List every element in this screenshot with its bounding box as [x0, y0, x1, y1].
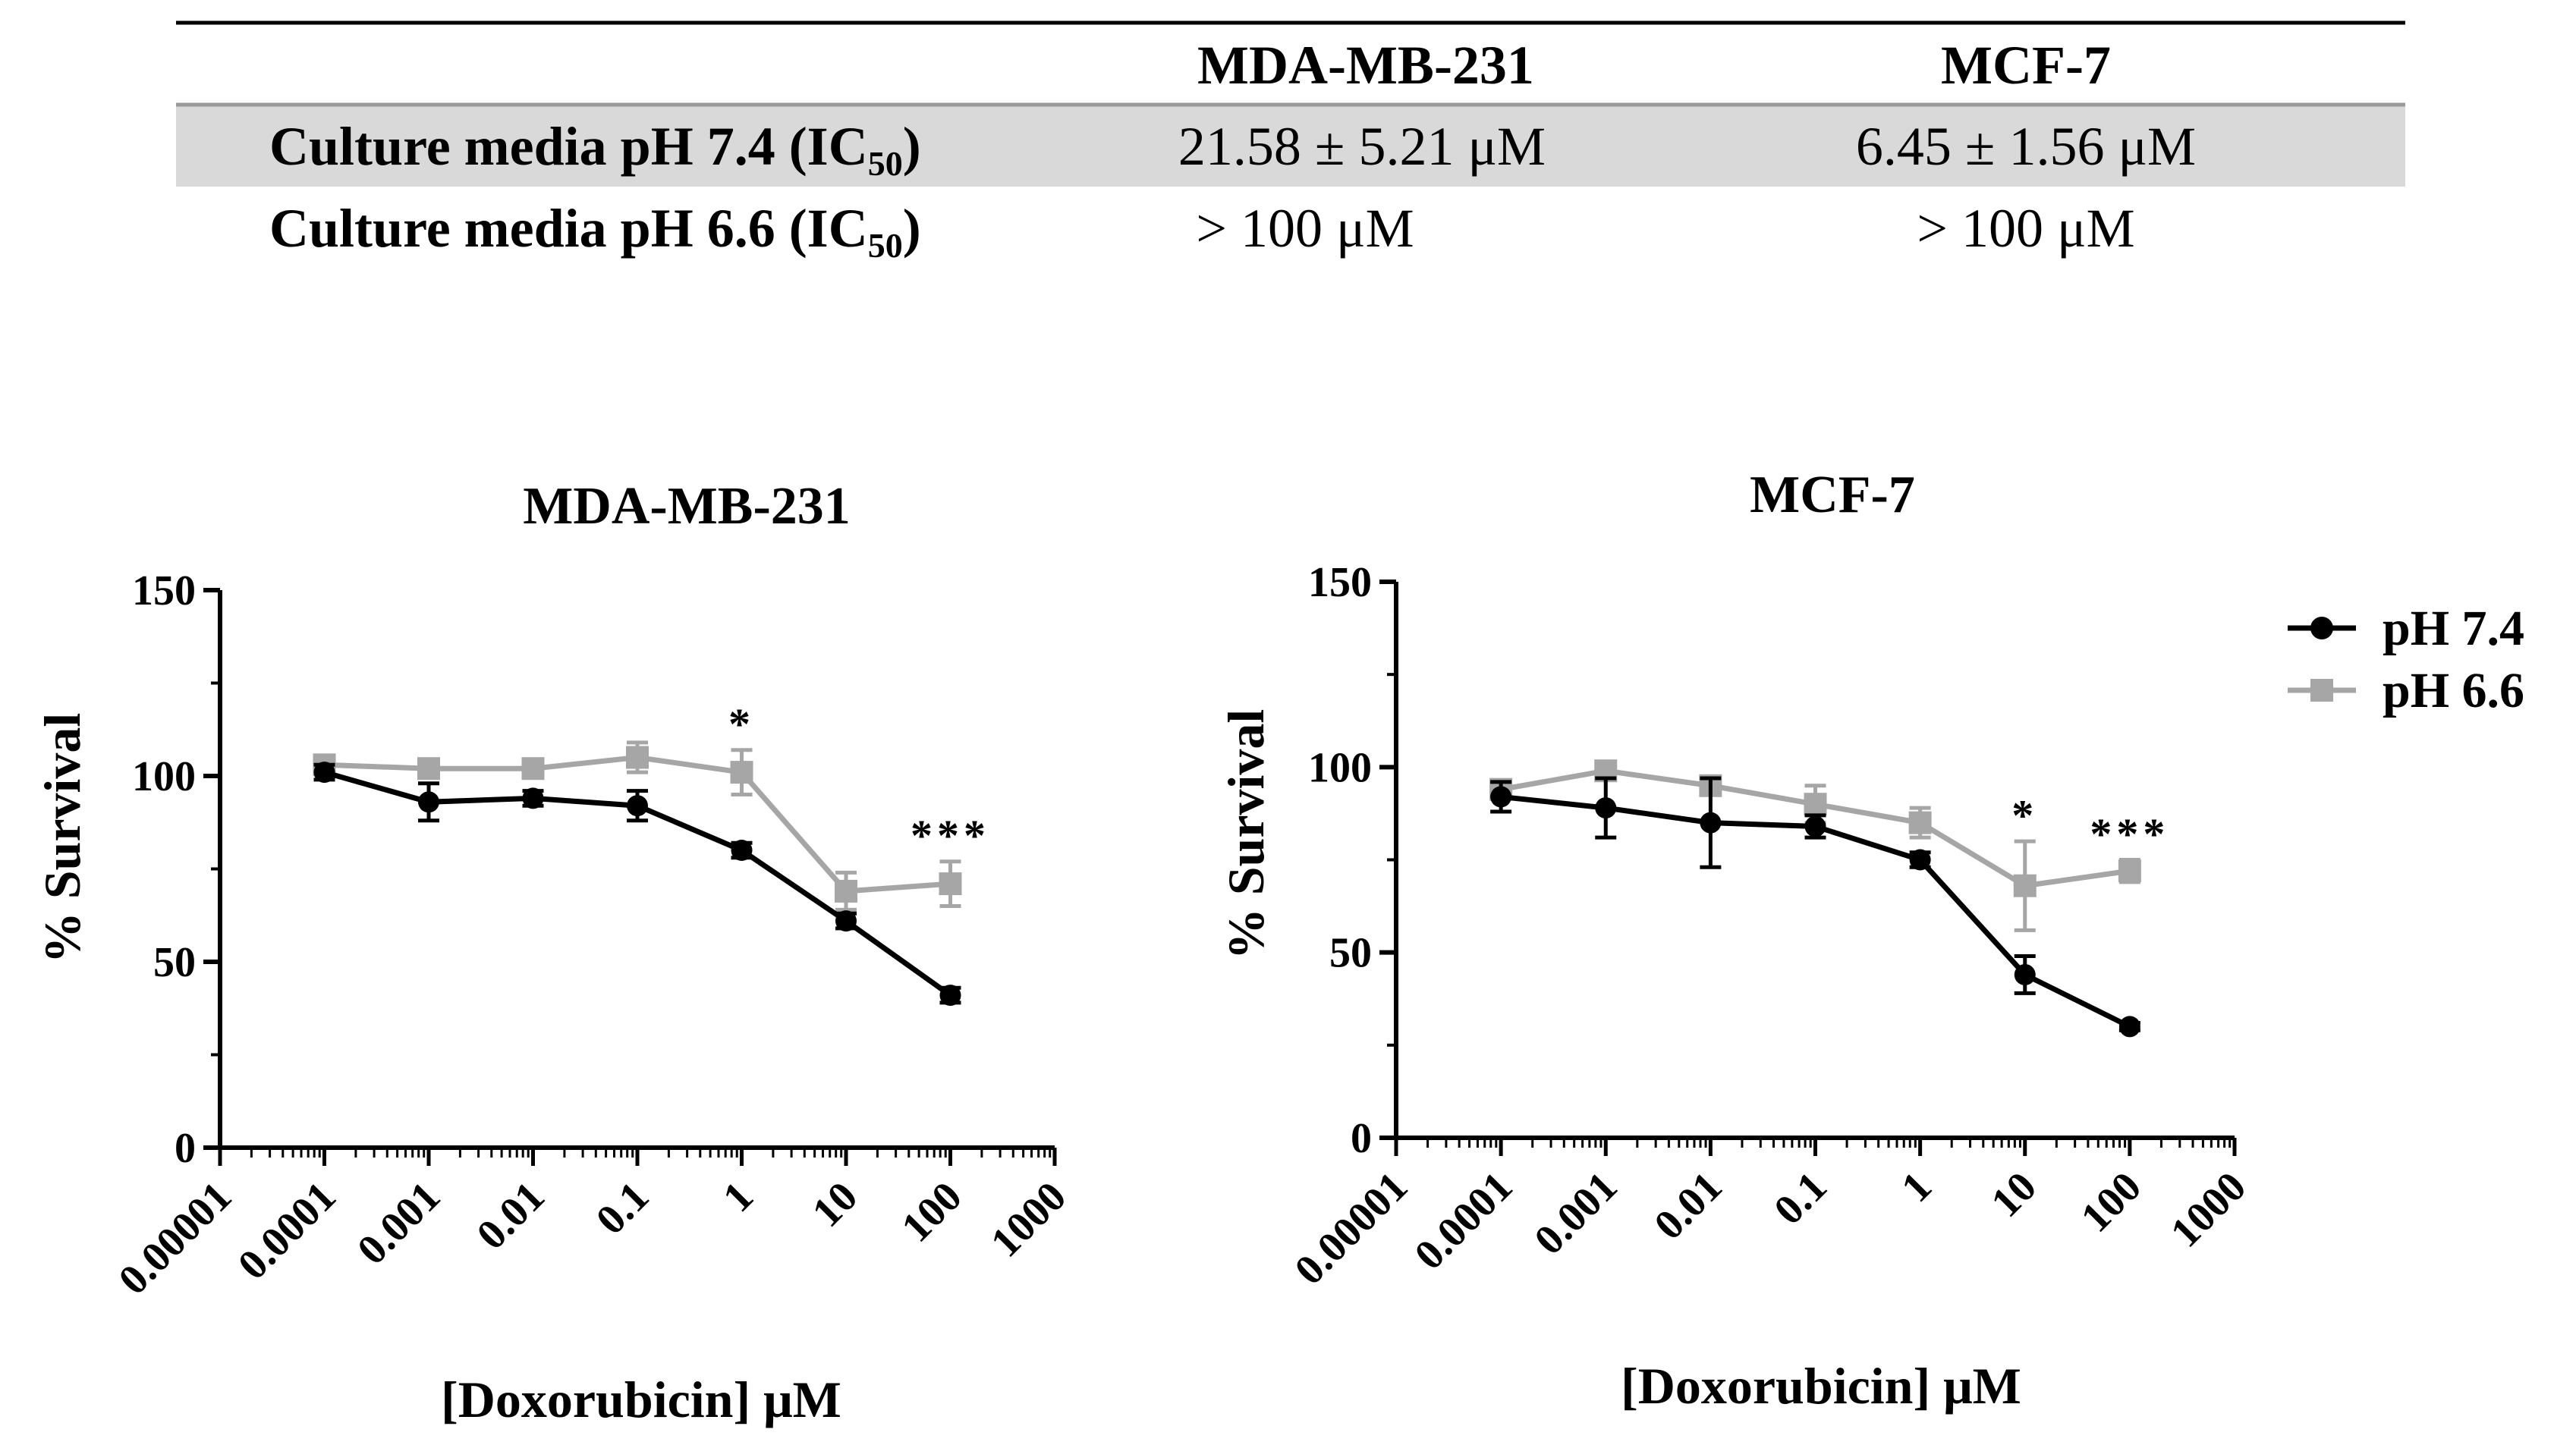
table-row-highlight — [176, 105, 2405, 187]
table-row2-mda-value: > 100 μM — [1196, 198, 1414, 259]
table-row2-mcf7-value: > 100 μM — [1917, 198, 2134, 259]
data-point — [731, 840, 753, 861]
data-point — [521, 757, 545, 781]
data-point — [626, 746, 649, 769]
x-tick-label: 100 — [2072, 1163, 2150, 1241]
ic50-table: MDA-MB-231 MCF-7 Culture media pH 7.4 (I… — [176, 20, 2405, 265]
data-point — [1804, 793, 1827, 816]
legend-label-ph66: pH 6.6 — [2383, 663, 2524, 718]
table-row1-mda-value: 21.58 ± 5.21 μM — [1178, 116, 1546, 177]
x-tick-label: 0.00001 — [1286, 1163, 1417, 1294]
table-row2-label: Culture media pH 6.6 (IC50) — [269, 198, 921, 265]
table-row1-label: Culture media pH 7.4 (IC50) — [269, 116, 921, 183]
data-point — [313, 762, 335, 784]
y-tick-label: 150 — [132, 567, 196, 614]
x-tick-label: 1000 — [982, 1173, 1075, 1266]
x-axis-label: [Doxorubicin] μM — [1621, 1357, 2021, 1415]
chart-mda-mb-231: MDA-MB-231 % Survival [Doxorubicin] μM 0… — [33, 477, 1075, 1428]
x-tick-label: 0.001 — [348, 1173, 449, 1274]
x-axis-label: [Doxorubicin] μM — [441, 1371, 841, 1428]
data-point — [1908, 811, 1932, 834]
y-axis-label: % Survival — [33, 713, 91, 964]
data-point — [835, 910, 857, 932]
data-point — [417, 757, 440, 781]
y-tick-label: 50 — [1329, 930, 1372, 977]
data-point — [1700, 812, 1722, 834]
y-tick-label: 100 — [1308, 744, 1372, 791]
table-header-mda: MDA-MB-231 — [1197, 35, 1534, 96]
legend-marker-ph74 — [2310, 617, 2333, 639]
x-tick-label: 0.0001 — [1406, 1163, 1522, 1279]
chart-title: MDA-MB-231 — [523, 477, 851, 536]
chart-title: MCF-7 — [1750, 466, 1915, 524]
data-point — [522, 787, 544, 809]
y-tick-label: 50 — [153, 939, 196, 986]
significance-marker: * — [728, 699, 755, 749]
y-axis-label: % Survival — [1217, 709, 1275, 960]
x-tick-label: 10 — [1983, 1163, 2046, 1226]
x-tick-label: 0.01 — [1645, 1163, 1731, 1249]
y-tick-label: 150 — [1308, 559, 1372, 606]
x-tick-label: 1 — [1892, 1163, 1941, 1211]
x-tick-label: 1000 — [2162, 1163, 2255, 1256]
significance-marker: *** — [2090, 809, 2169, 859]
data-point — [730, 761, 753, 784]
legend-marker-ph66 — [2310, 679, 2333, 702]
data-point — [939, 985, 961, 1007]
y-tick-label: 0 — [175, 1125, 196, 1172]
data-point — [1490, 786, 1512, 808]
x-tick-label: 100 — [892, 1173, 970, 1251]
data-point — [2014, 963, 2036, 985]
y-tick-label: 0 — [1351, 1115, 1372, 1162]
x-tick-label: 0.0001 — [229, 1173, 345, 1289]
data-point — [2118, 859, 2141, 883]
x-tick-label: 0.1 — [587, 1173, 658, 1243]
x-tick-label: 0.1 — [1765, 1163, 1835, 1233]
legend-label-ph74: pH 7.4 — [2383, 601, 2524, 656]
significance-marker: *** — [911, 811, 990, 860]
legend-item-ph66: pH 6.6 — [2288, 663, 2524, 718]
data-point — [1909, 849, 1931, 871]
x-tick-label: 0.01 — [468, 1173, 554, 1258]
data-point — [2013, 874, 2037, 897]
table-header-mcf7: MCF-7 — [1941, 35, 2111, 96]
chart-mcf-7: MCF-7 % Survival [Doxorubicin] μM 050100… — [1217, 466, 2255, 1415]
data-point — [627, 795, 648, 817]
x-tick-label: 0.00001 — [110, 1173, 241, 1304]
data-point — [835, 879, 857, 903]
legend-item-ph74: pH 7.4 — [2288, 601, 2524, 656]
x-tick-label: 1 — [714, 1173, 763, 1221]
x-tick-label: 0.001 — [1526, 1163, 1627, 1264]
data-point — [1595, 797, 1617, 819]
data-point — [1804, 815, 1826, 837]
data-point — [939, 872, 962, 896]
significance-marker: * — [2011, 790, 2038, 840]
x-tick-label: 10 — [804, 1173, 867, 1236]
y-tick-label: 100 — [132, 753, 196, 800]
data-point — [418, 791, 439, 813]
legend: pH 7.4 pH 6.6 — [2288, 601, 2524, 718]
table-row1-mcf7-value: 6.45 ± 1.56 μM — [1856, 116, 2196, 177]
data-point — [2118, 1016, 2140, 1038]
